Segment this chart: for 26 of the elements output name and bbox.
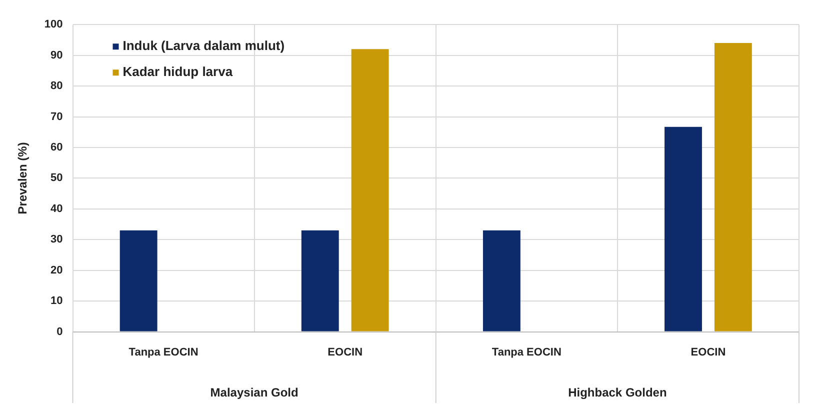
text: Highback Golden	[568, 385, 667, 400]
y-tick-label: 10	[50, 295, 63, 308]
y-tick-label: 50	[50, 172, 63, 184]
y-tick-label: 30	[50, 234, 63, 246]
y-tick-label: 40	[50, 202, 63, 215]
bar	[351, 49, 389, 332]
bar	[664, 126, 702, 332]
y-axis-title: Prevalen (%)	[16, 142, 30, 214]
bar	[714, 43, 752, 332]
legend-label: Induk (Larva dalam mulut)	[122, 38, 285, 54]
y-tick-label: 20	[50, 264, 63, 276]
bar	[301, 230, 339, 332]
y-tick-label: 60	[50, 142, 63, 154]
y-tick-label: 90	[50, 49, 63, 62]
y-tick-label: 0	[56, 326, 63, 338]
legend-label: Kadar hidup larva	[122, 64, 234, 80]
bar	[482, 230, 520, 332]
x-tick-label: Tanpa EOCIN	[128, 346, 198, 358]
x-tick-label: Tanpa EOCIN	[492, 346, 562, 358]
y-tick-label: 70	[50, 110, 63, 123]
y-tick-label: 80	[50, 80, 63, 92]
y-tick-label: 100	[44, 18, 63, 31]
bar	[120, 230, 158, 332]
x-tick-label: EOCIN	[690, 346, 726, 358]
x-tick-label: EOCIN	[328, 346, 363, 358]
text: Malaysian Gold	[210, 385, 298, 400]
